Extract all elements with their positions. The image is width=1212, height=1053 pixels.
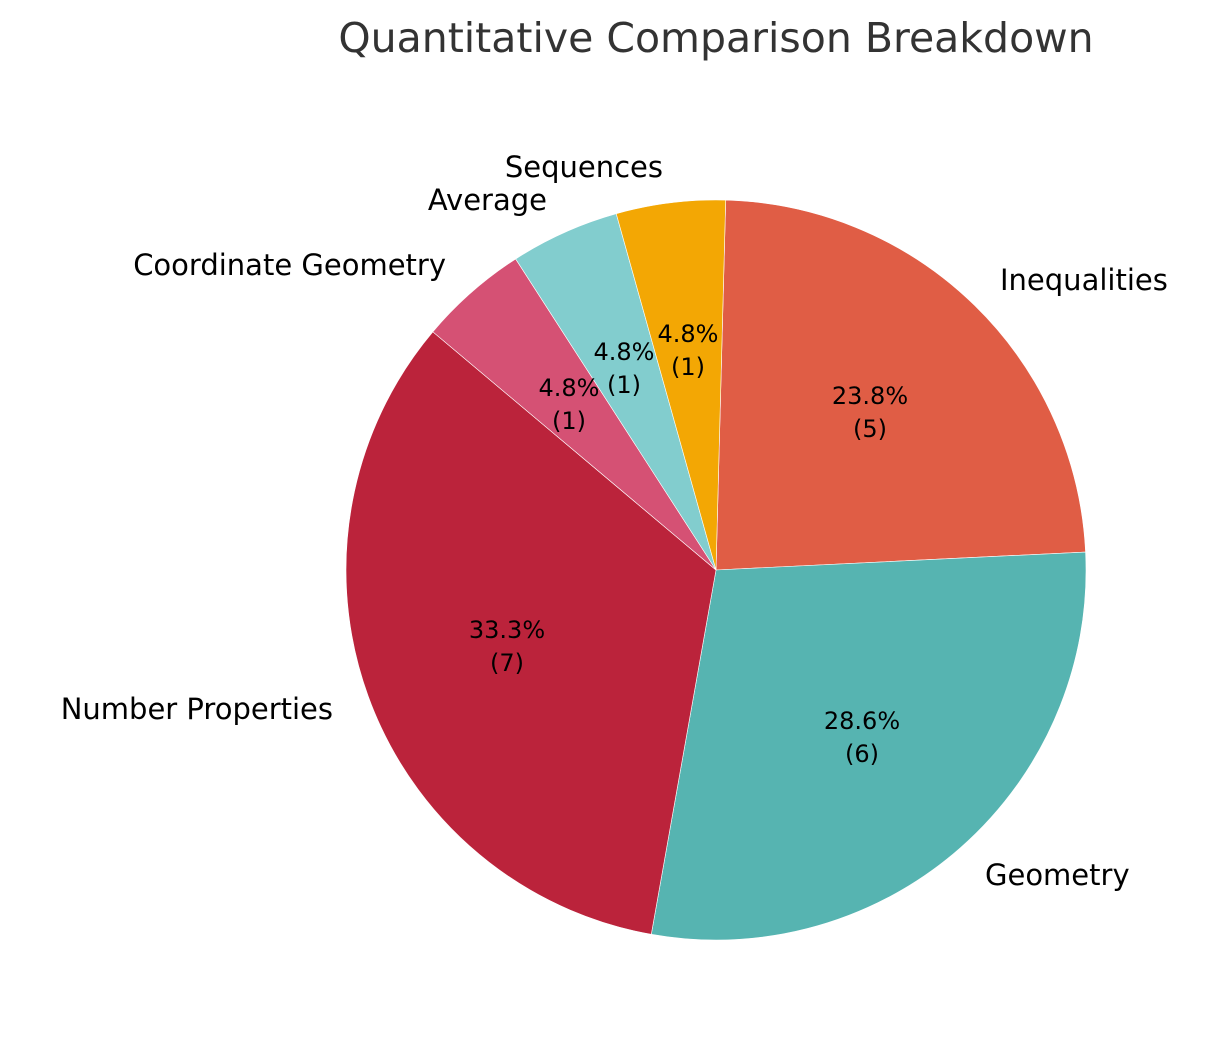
slice-count: (1) bbox=[552, 407, 586, 435]
slice-label: Inequalities bbox=[1000, 263, 1168, 297]
slice-label: Average bbox=[428, 183, 547, 217]
pie-slice-sequences bbox=[615, 199, 726, 571]
slice-percentage: 4.8% bbox=[658, 320, 719, 348]
slice-percentage: 28.6% bbox=[824, 707, 900, 735]
slice-percentage: 4.8% bbox=[594, 338, 655, 366]
slice-percentage: 33.3% bbox=[469, 616, 545, 644]
slice-count: (7) bbox=[490, 649, 524, 677]
pie-slice-number-properties bbox=[345, 331, 717, 935]
pie-slice-inequalities bbox=[715, 199, 1086, 571]
slice-label: Number Properties bbox=[61, 692, 333, 726]
slice-percentage: 23.8% bbox=[832, 382, 908, 410]
slice-count: (6) bbox=[845, 740, 879, 768]
slice-label: Sequences bbox=[505, 150, 663, 184]
slice-count: (1) bbox=[607, 371, 641, 399]
slice-label: Coordinate Geometry bbox=[133, 248, 446, 282]
pie-slice-geometry bbox=[650, 551, 1087, 941]
slice-label: Geometry bbox=[985, 858, 1130, 892]
chart-title: Quantitative Comparison Breakdown bbox=[338, 14, 1094, 62]
slice-percentage: 4.8% bbox=[539, 374, 600, 402]
slice-count: (1) bbox=[671, 353, 705, 381]
slice-count: (5) bbox=[853, 415, 887, 443]
